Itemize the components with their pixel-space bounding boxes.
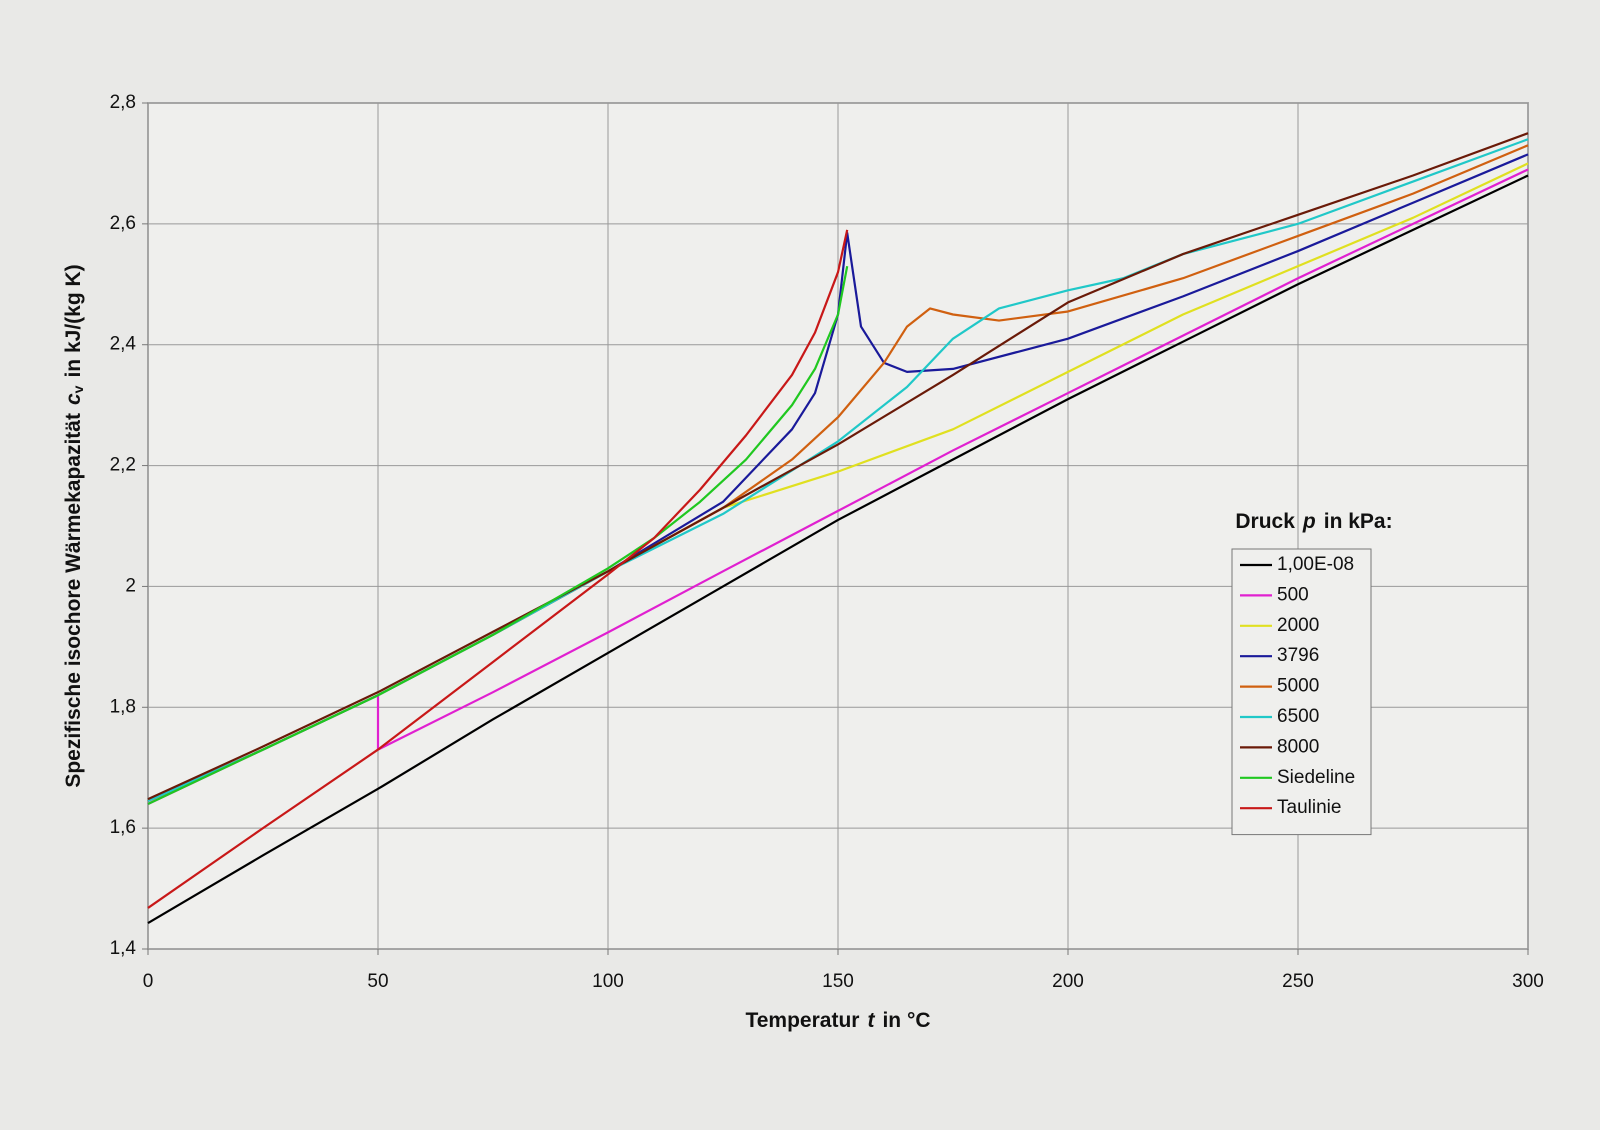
x-axis-label: Temperatur t in °C xyxy=(745,1009,930,1032)
x-tick-label: 50 xyxy=(367,971,388,992)
series-line xyxy=(147,174,1529,924)
y-tick-label: 2 xyxy=(125,575,136,596)
x-tick-label: 150 xyxy=(822,971,854,992)
x-label-text: Temperatur xyxy=(745,1009,859,1032)
series-line xyxy=(147,168,1529,805)
y-label-unit: in kJ/(kg K) xyxy=(62,264,85,377)
legend-label: 1,00E-08 xyxy=(1277,554,1354,575)
y-tick-label: 1,4 xyxy=(110,938,137,959)
y-tick-label: 1,6 xyxy=(110,817,136,838)
legend-title-unit: in kPa: xyxy=(1324,510,1393,533)
y-tick-label: 2,4 xyxy=(110,334,137,355)
legend-title-symbol: p xyxy=(1302,510,1316,533)
y-axis-label: Spezifische isochore Wärmekapazität cv in … xyxy=(62,264,86,787)
x-tick-label: 0 xyxy=(143,971,154,992)
legend-label: 3796 xyxy=(1277,645,1319,666)
x-tick-label: 200 xyxy=(1052,971,1084,992)
y-tick-label: 2,2 xyxy=(110,455,136,476)
legend-label: 6500 xyxy=(1277,706,1319,727)
legend-label: 5000 xyxy=(1277,676,1319,697)
y-label-subscript: v xyxy=(70,385,86,393)
series-line xyxy=(147,229,849,909)
y-tick-label: 2,8 xyxy=(110,92,136,113)
legend-title: Druck p in kPa: xyxy=(1235,510,1392,533)
series-line xyxy=(147,265,849,805)
y-tick-label: 1,8 xyxy=(110,696,136,717)
x-tick-label: 300 xyxy=(1512,971,1544,992)
y-tick-label: 2,6 xyxy=(110,213,136,234)
y-label-symbol: c xyxy=(62,393,85,405)
series-line xyxy=(147,132,1529,801)
legend-label: Taulinie xyxy=(1277,797,1341,818)
legend-label: Siedeline xyxy=(1277,767,1355,788)
legend-box xyxy=(1231,548,1372,836)
y-label-text: Spezifische isochore Wärmekapazität xyxy=(62,413,85,788)
legend-label: 8000 xyxy=(1277,736,1319,757)
x-tick-label: 100 xyxy=(592,971,624,992)
legend-title-text: Druck xyxy=(1235,510,1295,533)
x-label-symbol: t xyxy=(867,1009,875,1032)
x-label-unit: in °C xyxy=(882,1009,930,1032)
legend-label: 500 xyxy=(1277,584,1309,605)
x-tick-label: 250 xyxy=(1282,971,1314,992)
legend-label: 2000 xyxy=(1277,615,1319,636)
